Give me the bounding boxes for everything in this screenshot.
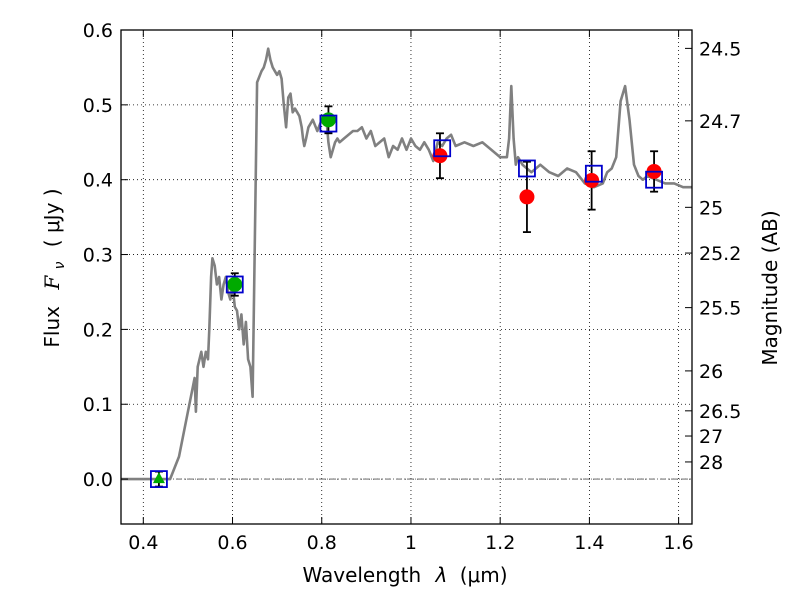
y2-axis-title: Magnitude (AB) — [758, 210, 782, 365]
x-tick-label: 0.8 — [307, 532, 337, 554]
y-axis-title-symbol: F — [40, 275, 64, 291]
x-axis-title: Wavelength λ (μm) — [302, 563, 507, 587]
y2-tick-label: 24.5 — [699, 38, 741, 60]
y-tick-label: 0.2 — [83, 319, 113, 341]
x-tick-label: 0.4 — [128, 532, 158, 554]
spectrum-line — [121, 47, 692, 481]
x-axis-title-symbol: λ — [435, 563, 448, 587]
optical-data-point — [320, 112, 336, 128]
y-tick-label: 0.3 — [83, 245, 113, 267]
y-tick-label: 0.5 — [83, 95, 113, 117]
grid — [121, 29, 692, 524]
y-axis-title-unit: ( μJy ) — [40, 188, 64, 247]
y-axis-title-text: Flux — [40, 306, 64, 348]
plot-frame — [120, 29, 693, 525]
x-axis-title-text: Wavelength — [302, 563, 421, 587]
model-photometry-square — [433, 139, 452, 158]
nir-data-point — [519, 189, 535, 205]
model-photometry-square — [518, 159, 536, 178]
y2-tick-label: 25 — [699, 197, 723, 219]
x-tick-label: 1.4 — [574, 532, 604, 554]
y2-tick-label: 25.2 — [699, 243, 741, 265]
x-tick-label: 1.6 — [664, 532, 694, 554]
nir-data-point — [584, 172, 600, 188]
y-tick-label: 0.0 — [83, 469, 113, 491]
axis-ticks — [121, 29, 692, 524]
model-photometry-square — [584, 164, 603, 183]
template-spectrum — [121, 47, 692, 481]
model-photometry-square — [150, 470, 168, 488]
y-tick-label: 0.6 — [83, 20, 113, 42]
model-photometry-square — [225, 275, 244, 294]
y-axis-title-subscript: ν — [52, 261, 68, 269]
x-tick-label: 1.2 — [485, 532, 515, 554]
y-axis-title: Flux F ν ( μJy ) — [40, 188, 69, 347]
model-photometry-square — [319, 114, 338, 133]
x-axis-title-unit: (μm) — [460, 563, 508, 587]
x-tick-label: 0.6 — [217, 532, 247, 554]
y2-tick-label: 26 — [699, 361, 723, 383]
y2-tick-label: 28 — [699, 452, 723, 474]
y-tick-label: 0.1 — [83, 394, 113, 416]
x-tick-label: 1 — [405, 532, 417, 554]
photometry-points — [150, 105, 663, 488]
y2-tick-label: 26.5 — [699, 401, 741, 423]
y2-tick-label: 25.5 — [699, 298, 741, 320]
y-tick-label: 0.4 — [83, 170, 113, 192]
y2-tick-label: 27 — [699, 426, 723, 448]
tick-labels: 0.4 0.6 0.8 1 1.2 1.4 1.6 0.0 0.1 0.2 0.3 0.4 0.5 0.6… — [83, 20, 742, 554]
model-photometry-square — [645, 170, 663, 189]
y2-tick-label: 24.7 — [699, 111, 741, 133]
optical-data-point — [227, 276, 243, 292]
optical-limit-triangle — [152, 472, 165, 484]
